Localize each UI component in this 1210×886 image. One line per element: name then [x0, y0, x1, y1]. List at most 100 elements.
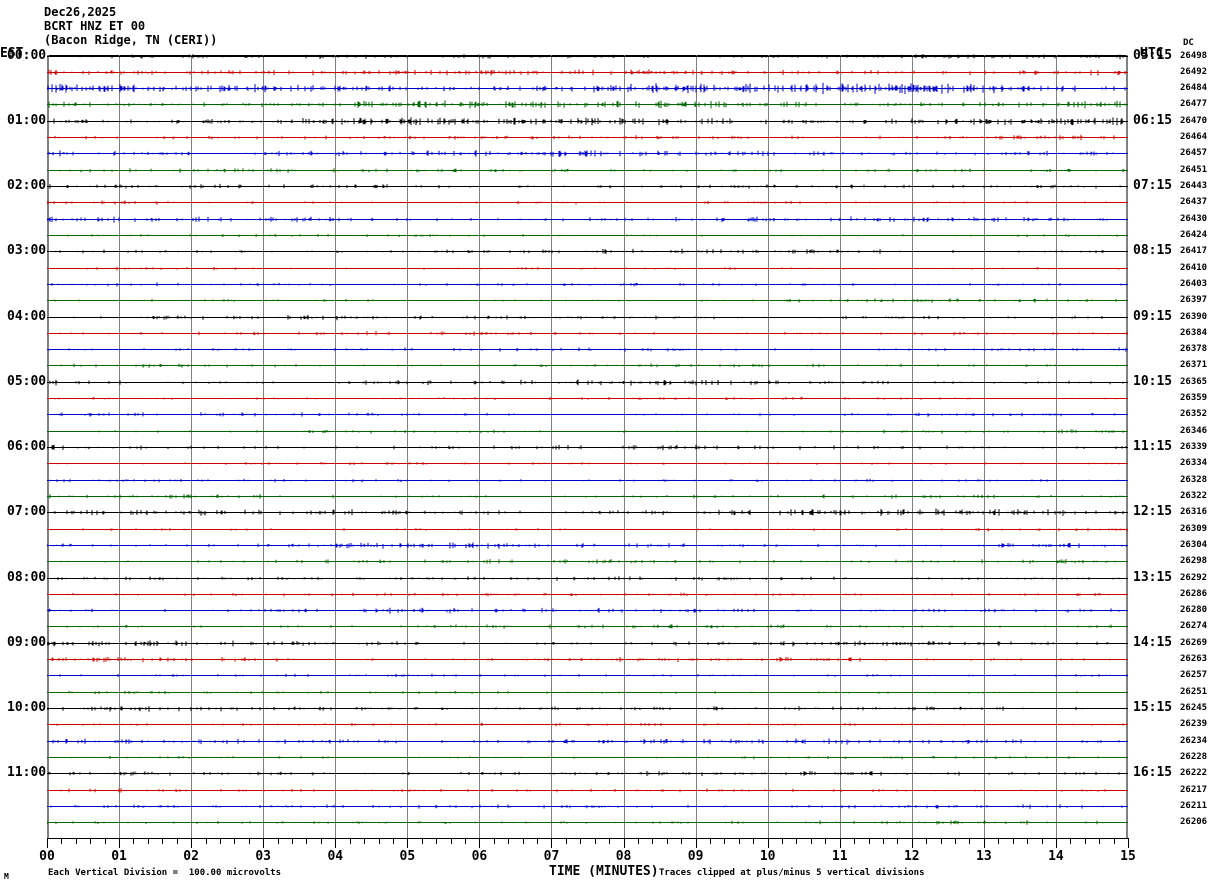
est-time-label: 05:00	[7, 373, 47, 389]
x-axis-major-tick	[407, 838, 409, 848]
x-axis-minor-tick	[1027, 838, 1029, 844]
seismic-trace	[47, 114, 1128, 129]
x-axis-minor-tick	[493, 838, 495, 844]
utc-time-label: 06:15	[1133, 112, 1173, 128]
right-timezone-label: UTC	[1140, 46, 1164, 61]
dc-value-label: 26451	[1180, 164, 1208, 175]
dc-value-label: 26286	[1180, 588, 1208, 599]
x-axis-minor-tick	[176, 838, 178, 844]
x-axis-minor-tick	[969, 838, 971, 844]
seismic-trace	[47, 228, 1128, 243]
utc-time-label: 05:15	[1133, 47, 1173, 63]
seismic-trace	[47, 636, 1128, 651]
seismic-trace	[47, 375, 1128, 390]
seismic-trace	[47, 571, 1128, 586]
header-site: (Bacon Ridge, TN (CERI))	[44, 33, 218, 47]
x-axis-minor-tick	[1099, 838, 1101, 844]
x-axis-minor-tick	[1070, 838, 1072, 844]
utc-time-label: 12:15	[1133, 504, 1173, 520]
x-axis-minor-tick	[436, 838, 438, 844]
dc-value-label: 26228	[1180, 751, 1208, 762]
dc-value-label: 26484	[1180, 83, 1208, 94]
x-axis-minor-tick	[738, 838, 740, 844]
est-time-label: 00:00	[7, 47, 47, 63]
x-axis-minor-tick	[594, 838, 596, 844]
dc-value-label: 26352	[1180, 409, 1208, 420]
seismic-trace	[47, 407, 1128, 422]
x-axis-minor-tick	[724, 838, 726, 844]
dc-value-label: 26378	[1180, 344, 1208, 355]
minute-gridline	[119, 55, 121, 838]
x-axis-tick-label: 14	[1048, 849, 1064, 864]
plot-frame	[47, 55, 1128, 838]
x-axis-minor-tick	[320, 838, 322, 844]
dc-value-label: 26239	[1180, 719, 1208, 730]
dc-value-label: 26365	[1180, 376, 1208, 387]
seismic-trace	[47, 163, 1128, 178]
x-axis-minor-tick	[1012, 838, 1014, 844]
seismic-trace	[47, 701, 1128, 716]
seismic-trace	[47, 277, 1128, 292]
x-axis-minor-tick	[522, 838, 524, 844]
minute-gridline	[983, 55, 985, 838]
seismic-trace	[47, 195, 1128, 210]
est-time-label: 03:00	[7, 243, 47, 259]
x-axis-tick-label: 10	[759, 849, 776, 864]
seismic-trace	[47, 652, 1128, 667]
est-time-label: 11:00	[7, 765, 47, 781]
x-axis-minor-tick	[248, 838, 250, 844]
dc-value-label: 26322	[1180, 490, 1208, 501]
seismic-trace	[47, 473, 1128, 488]
seismic-trace	[47, 391, 1128, 406]
dc-value-label: 26234	[1180, 735, 1208, 746]
utc-time-label: 15:15	[1133, 700, 1173, 715]
seismic-trace	[47, 815, 1128, 830]
header-date: Dec26,2025	[44, 5, 117, 19]
x-axis-minor-tick	[565, 838, 567, 844]
minute-gridline	[839, 55, 841, 838]
dc-value-label: 26304	[1180, 539, 1208, 550]
vertical-division-note: Each Vertical Division = 100.00 microvol…	[48, 868, 281, 878]
seismic-trace	[47, 685, 1128, 700]
x-axis-tick-label: 07	[543, 849, 560, 864]
x-axis-minor-tick	[508, 838, 510, 844]
dc-value-label: 26222	[1180, 768, 1208, 779]
corner-mark: M	[4, 872, 9, 881]
seismic-trace	[47, 734, 1128, 749]
dc-value-label: 26443	[1180, 181, 1208, 191]
x-axis-major-tick	[263, 838, 265, 848]
est-time-label: 07:00	[7, 504, 47, 520]
x-axis-minor-tick	[825, 838, 827, 844]
x-axis-tick-label: 13	[976, 849, 992, 864]
seismic-trace	[47, 293, 1128, 308]
x-axis-minor-tick	[609, 838, 611, 844]
x-axis-minor-tick	[1041, 838, 1043, 844]
x-axis-minor-tick	[205, 838, 207, 844]
seismic-trace	[47, 766, 1128, 781]
dc-value-label: 26397	[1180, 295, 1208, 306]
x-axis-minor-tick	[75, 838, 77, 844]
x-axis-tick-label: 09	[687, 849, 704, 864]
helicorder-plot[interactable]	[47, 53, 1128, 838]
dc-value-label: 26309	[1180, 523, 1208, 534]
dc-value-label: 26269	[1180, 637, 1208, 648]
x-axis-minor-tick	[292, 838, 294, 844]
dc-value-label: 26328	[1180, 474, 1208, 485]
seismic-trace	[47, 49, 1128, 64]
est-time-label: 10:00	[7, 700, 47, 715]
dc-value-label: 26457	[1180, 148, 1208, 159]
x-axis-major-tick	[191, 838, 193, 848]
dc-value-label: 26410	[1180, 262, 1208, 273]
minute-gridline	[1055, 55, 1057, 838]
dc-value-label: 26211	[1180, 800, 1208, 811]
x-axis-major-tick	[551, 838, 553, 848]
dc-value-label: 26274	[1180, 621, 1208, 632]
minute-gridline	[263, 55, 265, 838]
x-axis-tick-label: 06	[471, 849, 488, 864]
x-axis-minor-tick	[710, 838, 711, 844]
utc-time-label: 11:15	[1133, 439, 1173, 454]
est-time-label: 02:00	[7, 178, 47, 193]
dc-value-label: 26390	[1180, 311, 1208, 322]
dc-value-label: 26437	[1180, 197, 1208, 208]
x-axis-major-tick	[983, 838, 985, 848]
